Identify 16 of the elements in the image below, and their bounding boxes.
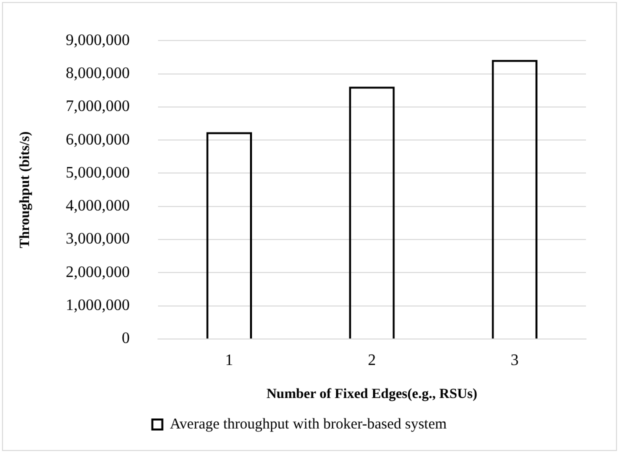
y-tick-label: 2,000,000 (66, 264, 130, 281)
y-tick-label: 7,000,000 (66, 98, 130, 116)
y-tick-label: 3,000,000 (66, 230, 130, 248)
y-axis-title: Throughput (bits/s) (18, 131, 34, 248)
y-tick-label: 0 (122, 330, 130, 348)
x-tick-label: 1 (225, 352, 234, 369)
y-tick-label: 5,000,000 (66, 164, 130, 182)
y-tick-label: 8,000,000 (66, 64, 130, 82)
x-axis-title: Number of Fixed Edges(e.g., RSUs) (266, 387, 478, 402)
y-tick-label: 6,000,000 (66, 131, 130, 148)
x-tick-label: 3 (510, 352, 519, 369)
y-tick-label: 1,000,000 (66, 297, 130, 314)
y-tick-label: 4,000,000 (66, 198, 130, 215)
legend-label: Average throughput with broker-based system (170, 416, 448, 432)
y-tick-label: 9,000,000 (66, 32, 130, 49)
x-tick-label: 2 (368, 352, 376, 369)
